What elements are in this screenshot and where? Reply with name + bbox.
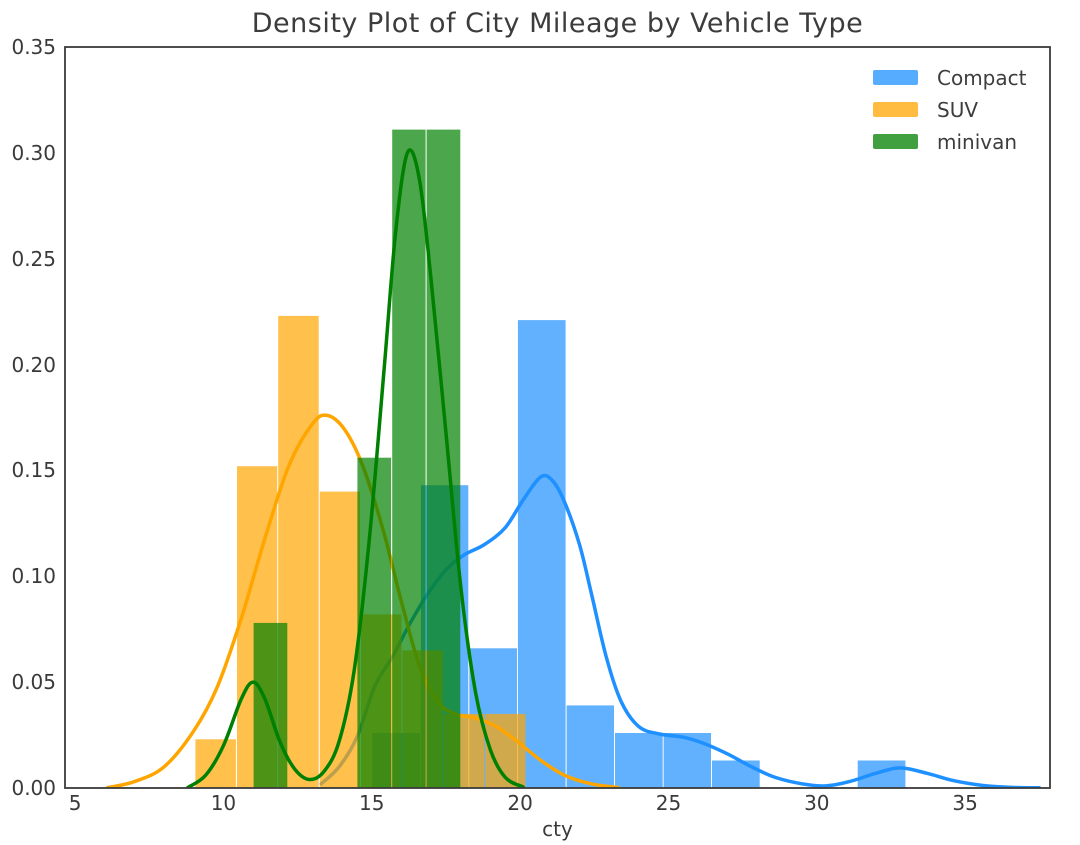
x-tick-label: 35 — [952, 791, 978, 815]
y-tick-label: 0.35 — [11, 35, 56, 59]
hist-bar-minivan — [357, 457, 392, 788]
legend-label: minivan — [937, 129, 1018, 154]
hist-bar-minivan — [426, 129, 461, 788]
y-tick-label: 0.10 — [11, 564, 56, 589]
legend-entry-compact: Compact — [873, 66, 1026, 90]
x-tick-label: 5 — [68, 791, 82, 815]
plot-area — [105, 129, 1042, 788]
x-tick-label: 10 — [210, 791, 237, 815]
legend-entry-minivan: minivan — [873, 130, 1026, 154]
x-tick-label: 15 — [359, 791, 385, 815]
hist-bar-minivan — [392, 129, 426, 788]
x-axis-label: cty — [542, 817, 573, 841]
hist-bar-compact — [517, 320, 566, 788]
hist-bar-compact — [663, 733, 711, 788]
legend-entry-suv: SUV — [873, 98, 1026, 122]
x-tick-label: 25 — [655, 791, 682, 815]
legend-label: SUV — [937, 97, 979, 122]
hist-bar-compact — [712, 760, 760, 788]
chart-title: Density Plot of City Mileage by Vehicle … — [251, 8, 864, 39]
y-tick-label: 0.05 — [11, 670, 56, 695]
y-tick-label: 0.20 — [11, 352, 56, 377]
legend-swatch-suv — [873, 102, 918, 117]
x-tick-label: 20 — [507, 791, 533, 815]
legend-swatch-compact — [873, 70, 918, 85]
y-tick-label: 0.30 — [11, 140, 56, 165]
hist-bar-minivan — [253, 622, 288, 788]
y-tick-label: 0.15 — [11, 458, 56, 483]
hist-bar-compact — [615, 733, 663, 788]
series-minivan — [186, 129, 525, 788]
legend-swatch-minivan — [873, 134, 918, 149]
kde-curve-minivan — [186, 148, 525, 788]
y-tick-label: 0.00 — [11, 776, 56, 800]
hist-bar-compact — [566, 705, 614, 788]
legend: Compact SUV minivan — [873, 66, 1026, 165]
hist-bar-compact — [857, 760, 906, 788]
axes-frame — [64, 46, 1051, 789]
x-tick-label: 30 — [804, 791, 830, 815]
legend-label: Compact — [937, 65, 1027, 90]
y-tick-label: 0.25 — [11, 246, 56, 271]
